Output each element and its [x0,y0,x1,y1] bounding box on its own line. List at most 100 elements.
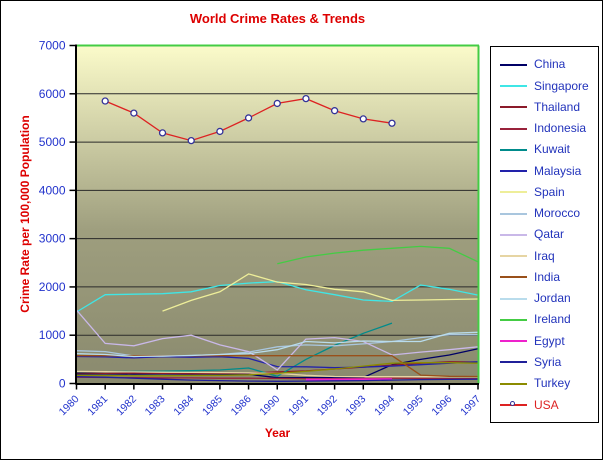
x-tick-label-1990: 1990 [257,393,282,418]
usa-marker-1992 [330,107,339,115]
legend-line-sample-morocco [500,209,527,218]
x-tick-label-1983: 1983 [143,393,168,418]
legend-item-india: India [500,271,598,283]
legend-line-sample-kuwait [500,145,527,154]
legend-label-morocco: Morocco [534,206,581,221]
usa-marker-1991 [302,94,310,103]
legend-line-sample-indonesia [500,124,527,133]
legend-label-thailand: Thailand [534,99,581,114]
legend-label-syria: Syria [534,354,562,369]
legend-line-sample-qatar [500,230,527,239]
legend-line-sample-singapore [500,81,527,90]
legend-label-egypt: Egypt [534,333,565,348]
legend-label-turkey: Turkey [534,376,571,391]
series-line-jordan [76,331,479,358]
legend-line-sample-india [500,272,527,281]
x-axis-title: Year [264,426,291,440]
legend-line-sample-ireland [500,315,527,324]
y-tick-label-0: 0 [59,377,66,391]
x-tick-label-1996: 1996 [429,393,454,418]
legend-item-singapore: Singapore [500,80,598,92]
x-tick-label-1980: 1980 [57,393,82,418]
usa-marker-1990 [273,99,281,108]
legend-item-malaysia: Malaysia [500,165,598,177]
legend-line-sample-china [500,60,527,69]
x-tick-label-1992: 1992 [315,393,340,418]
y-tick-label-7000: 7000 [39,39,66,53]
x-tick-label-1986: 1986 [229,393,254,418]
legend-item-indonesia: Indonesia [500,122,598,134]
legend-line-sample-egypt [500,336,527,345]
legend-item-kuwait: Kuwait [500,143,598,155]
legend-line-sample-jordan [500,294,527,303]
legend-label-indonesia: Indonesia [534,121,587,136]
legend-item-ireland: Ireland [500,313,598,325]
x-tick-label-1981: 1981 [85,393,110,418]
usa-marker-1981 [101,97,109,105]
legend-usa-marker-icon [510,401,515,407]
legend-line-sample-iraq [500,251,527,260]
legend-item-turkey: Turkey [500,377,598,389]
series-line-indonesia [76,376,478,380]
series-line-qatar [76,309,479,371]
legend-item-iraq: Iraq [500,250,598,262]
usa-marker-1982 [130,109,138,117]
legend-box: China Singapore Thailand Indonesia Kuwait Mal… [490,46,599,423]
series-line-turkey [76,362,479,377]
legend-label-ireland: Ireland [534,312,571,327]
legend-label-kuwait: Kuwait [534,142,571,157]
legend-item-morocco: Morocco [500,207,598,219]
legend-label-iraq: Iraq [534,248,555,263]
y-tick-label-1000: 1000 [39,328,66,342]
usa-marker-1984 [187,136,195,145]
legend-item-qatar: Qatar [500,228,598,240]
legend-label-jordan: Jordan [534,291,571,306]
x-tick-label-1993: 1993 [343,393,368,418]
y-tick-label-2000: 2000 [39,280,66,294]
legend-item-china: China [500,58,598,70]
series-line-china [76,348,479,379]
plot-area [76,45,478,384]
series-line-spain [162,273,479,312]
y-tick-label-3000: 3000 [39,232,66,246]
legend-item-thailand: Thailand [500,101,598,113]
y-tick-label-5000: 5000 [39,135,66,149]
legend-line-sample-malaysia [500,166,527,175]
legend-label-singapore: Singapore [534,78,589,93]
x-tick-label-1984: 1984 [171,393,196,418]
usa-marker-1994 [388,119,396,127]
legend-item-syria: Syria [500,356,598,368]
y-tick-label-4000: 4000 [39,183,66,197]
x-tick-label-1985: 1985 [200,393,225,418]
usa-marker-1986 [244,114,253,122]
y-tick-label-6000: 6000 [39,87,66,101]
x-tick-label-1994: 1994 [372,393,397,418]
usa-marker-1985 [216,127,224,136]
chart-title: World Crime Rates & Trends [189,11,366,26]
usa-marker-1983 [158,129,167,137]
legend-line-sample-turkey [500,379,527,388]
series-line-malaysia [76,355,479,369]
legend-label-qatar: Qatar [534,227,565,242]
legend-label-usa: USA [534,397,559,412]
legend-label-india: India [534,269,561,284]
x-tick-label-1995: 1995 [401,393,426,418]
usa-marker-1993 [359,115,367,123]
legend-item-usa: USA [500,399,598,411]
series-line-ireland [277,245,479,265]
legend-line-sample-usa [500,400,527,409]
legend-label-malaysia: Malaysia [534,163,582,178]
legend-line-sample-spain [500,187,527,196]
legend-line-sample-thailand [500,102,527,111]
legend-item-spain: Spain [500,186,598,198]
legend-item-jordan: Jordan [500,292,598,304]
legend-item-egypt: Egypt [500,335,598,347]
legend-label-china: China [534,57,566,72]
series-line-thailand [76,361,479,375]
series-line-syria [76,376,479,382]
x-tick-label-1997: 1997 [458,393,483,418]
legend-line-sample-syria [500,357,527,366]
x-tick-label-1991: 1991 [286,393,311,418]
